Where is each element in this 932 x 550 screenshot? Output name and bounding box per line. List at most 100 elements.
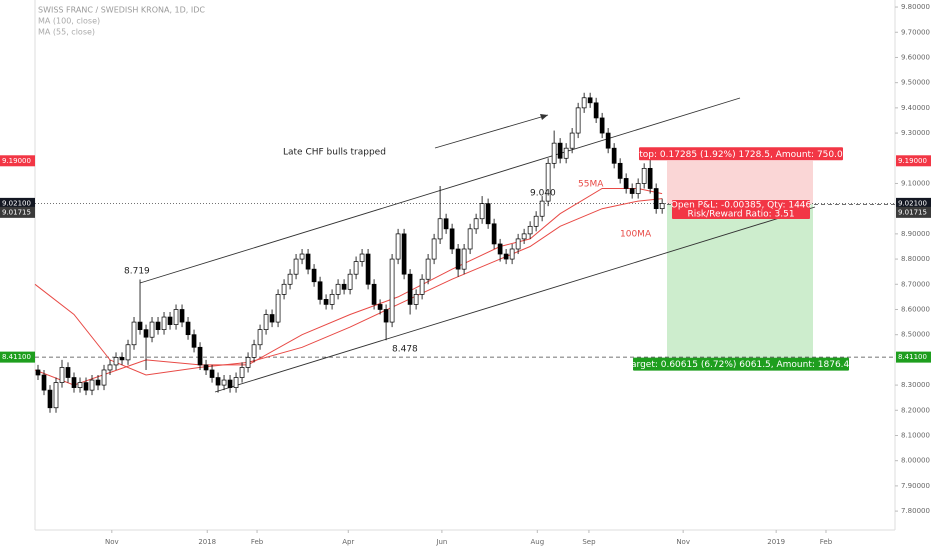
candle-body bbox=[389, 258, 395, 323]
x-tick-label: Jun bbox=[435, 538, 447, 546]
arrow bbox=[434, 114, 549, 149]
candle-body bbox=[287, 273, 293, 285]
candle-body bbox=[89, 379, 95, 391]
candle-body bbox=[131, 321, 137, 346]
y-tick-label: 8.00000 bbox=[901, 457, 930, 465]
stop-label: Stop: 0.17285 (1.92%) 1728.5, Amount: 75… bbox=[634, 150, 849, 160]
candle-body bbox=[137, 321, 143, 330]
price-label: 8.41100 bbox=[2, 353, 31, 361]
candle-body bbox=[449, 228, 455, 250]
candle-body bbox=[155, 321, 161, 330]
stop-zone bbox=[667, 160, 813, 205]
candle-body bbox=[641, 167, 647, 184]
rr-label: Risk/Reward Ratio: 3.51 bbox=[687, 210, 794, 220]
candle-body bbox=[431, 238, 437, 260]
candle-body bbox=[575, 107, 581, 134]
x-tick-label: Nov bbox=[105, 538, 119, 546]
candle-body bbox=[65, 367, 71, 378]
candle-body bbox=[59, 367, 65, 383]
y-tick-label: 9.60000 bbox=[901, 53, 930, 61]
legend-title: SWISS FRANC / SWEDISH KRONA, 1D, IDC bbox=[38, 6, 205, 15]
price-label-box bbox=[0, 155, 35, 167]
annotation: 55MA bbox=[578, 180, 604, 190]
price-label: 9.19000 bbox=[2, 157, 31, 165]
target-label: Target: 0.60615 (6.72%) 6061.5, Amount: … bbox=[626, 360, 855, 370]
price-label-box bbox=[0, 351, 35, 363]
annotation: 9.040 bbox=[530, 189, 556, 199]
candle-body bbox=[197, 346, 203, 366]
candle-body bbox=[173, 309, 179, 325]
candle-body bbox=[551, 142, 557, 164]
annotation: 8.478 bbox=[392, 345, 418, 355]
candle-body bbox=[53, 382, 59, 409]
candle-body bbox=[377, 304, 383, 310]
price-label-box bbox=[896, 155, 931, 167]
pnl-box bbox=[672, 200, 810, 219]
candle-body bbox=[545, 162, 551, 202]
arrow-head bbox=[540, 114, 548, 120]
candle-body bbox=[611, 147, 617, 164]
candle-body bbox=[263, 314, 269, 330]
ma-line bbox=[34, 198, 663, 376]
y-tick-label: 7.90000 bbox=[901, 482, 930, 490]
y-tick-label: 9.10000 bbox=[901, 179, 930, 187]
candle-body bbox=[167, 316, 173, 325]
candle-body bbox=[95, 379, 101, 386]
y-tick-label: 8.50000 bbox=[901, 331, 930, 339]
y-tick-label: 8.30000 bbox=[901, 381, 930, 389]
price-label-box bbox=[0, 197, 35, 209]
candle-body bbox=[41, 374, 47, 391]
y-tick-label: 8.90000 bbox=[901, 230, 930, 238]
candle-body bbox=[347, 273, 353, 290]
y-tick-label: 9.30000 bbox=[901, 129, 930, 137]
candle-body bbox=[35, 369, 41, 376]
candle-body bbox=[485, 203, 491, 225]
candle-body bbox=[335, 283, 341, 295]
candle-body bbox=[557, 142, 563, 159]
candle-body bbox=[101, 369, 107, 386]
channel-lower bbox=[214, 206, 816, 393]
y-tick-label: 9.50000 bbox=[901, 79, 930, 87]
x-tick-label: Nov bbox=[676, 538, 690, 546]
candle-body bbox=[617, 162, 623, 179]
price-label-box bbox=[896, 351, 931, 363]
candle-body bbox=[395, 233, 401, 260]
x-tick-label: Apr bbox=[342, 538, 354, 546]
candle-body bbox=[203, 364, 209, 371]
candle-body bbox=[599, 117, 605, 134]
candle-body bbox=[191, 334, 197, 348]
candle-body bbox=[113, 357, 119, 366]
candle-body bbox=[341, 283, 347, 290]
candle-body bbox=[605, 132, 611, 149]
y-tick-label: 8.60000 bbox=[901, 305, 930, 313]
candle-body bbox=[503, 253, 509, 260]
candle-body bbox=[125, 344, 131, 361]
x-tick-label: 2019 bbox=[767, 538, 785, 546]
legend-entry: MA (55, close) bbox=[38, 28, 95, 37]
candle-body bbox=[83, 382, 89, 391]
candle-body bbox=[623, 178, 629, 189]
candle-body bbox=[479, 203, 485, 220]
candle-body bbox=[245, 357, 251, 368]
y-tick-label: 8.70000 bbox=[901, 280, 930, 288]
candle-body bbox=[455, 248, 461, 270]
candle-body bbox=[413, 294, 419, 305]
candle-body bbox=[77, 382, 83, 388]
price-label-box bbox=[896, 197, 931, 209]
candle-body bbox=[581, 97, 587, 109]
candle-body bbox=[443, 218, 449, 230]
candle-body bbox=[143, 329, 149, 338]
target-zone bbox=[667, 204, 813, 358]
candle-body bbox=[311, 268, 317, 283]
legend-entry: MA (100, close) bbox=[38, 17, 100, 26]
y-tick-label: 7.80000 bbox=[901, 507, 930, 515]
candle-body bbox=[407, 273, 413, 305]
candle-body bbox=[653, 188, 659, 210]
candle-body bbox=[281, 283, 287, 295]
candle-body bbox=[527, 225, 533, 235]
candle-body bbox=[329, 294, 335, 305]
x-tick-label: Sep bbox=[582, 538, 596, 546]
candle-body bbox=[629, 188, 635, 194]
annotation: 100MA bbox=[620, 230, 652, 240]
